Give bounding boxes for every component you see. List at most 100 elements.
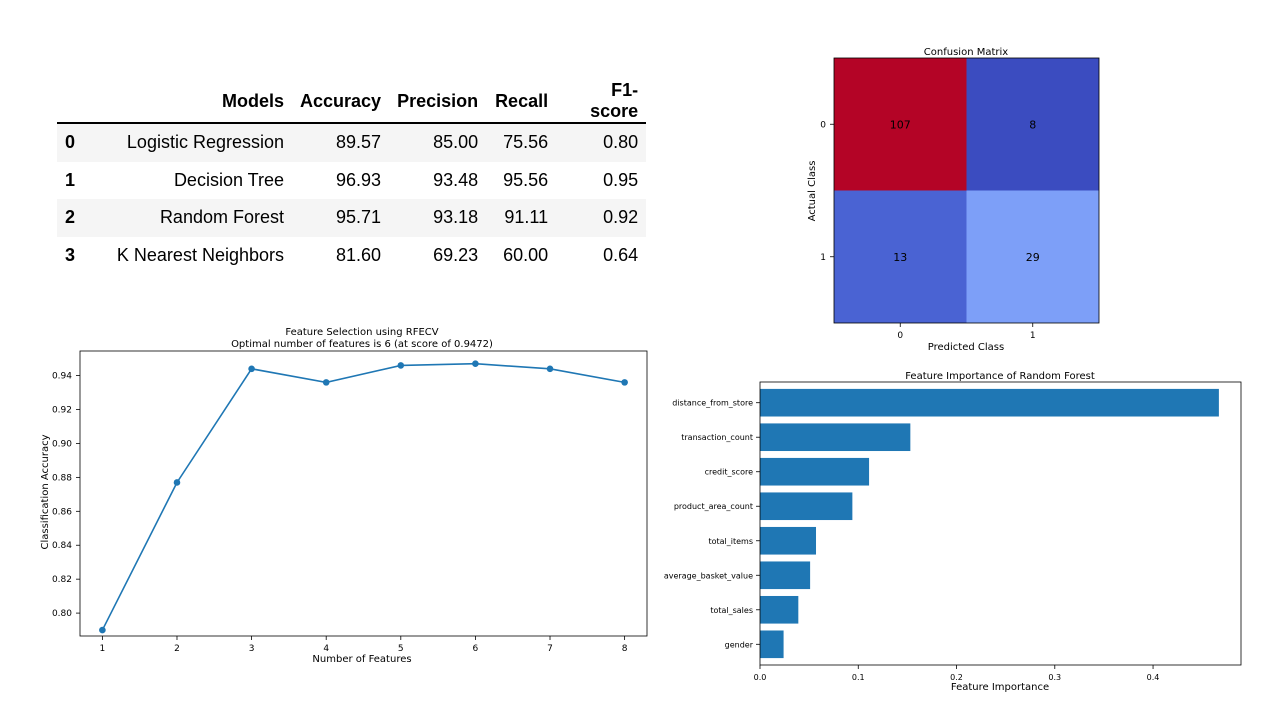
cell-recall: 75.56 — [503, 132, 549, 153]
confusion-matrix-x-tick-label: 1 — [1030, 331, 1036, 341]
feature-importance-bar — [760, 457, 870, 486]
confusion-matrix-title: Confusion Matrix — [924, 47, 1008, 58]
cell-recall: 95.56 — [503, 169, 549, 190]
cell-precision: 69.23 — [433, 244, 479, 265]
row-index: 2 — [65, 207, 76, 228]
cell-precision: 93.18 — [433, 207, 479, 228]
table-row: 3 K Nearest Neighbors 81.60 69.23 60.00 … — [57, 237, 646, 275]
rfecv-data-point — [472, 360, 479, 368]
cell-model: Logistic Regression — [126, 132, 284, 153]
confusion-matrix-cell — [966, 58, 1099, 191]
model-results-table: Models Accuracy Precision Recall F1-scor… — [57, 80, 647, 275]
feature-importance-title: Feature Importance of Random Forest — [905, 371, 1095, 382]
cell-recall: 91.11 — [504, 207, 549, 228]
rfecv-series-line — [101, 362, 625, 631]
cell-f1: 0.80 — [603, 132, 639, 153]
feature-importance-category-label: total_items — [708, 537, 753, 546]
column-header: F1-score — [590, 80, 639, 121]
cell-accuracy: 89.57 — [336, 132, 382, 153]
confusion-matrix-cell-label: 29 — [1026, 251, 1040, 264]
feature-importance-category-label: distance_from_store — [672, 399, 753, 408]
feature-importance-category-label: gender — [725, 640, 754, 649]
rfecv-data-point — [322, 379, 330, 386]
feature-importance-category-label: transaction_count — [681, 433, 753, 442]
feature-importance-x-tick-label: 0.2 — [950, 673, 963, 682]
confusion-matrix-cell — [834, 190, 967, 323]
cell-accuracy: 96.93 — [336, 169, 382, 190]
feature-importance-x-tick-label: 0.0 — [754, 673, 767, 682]
column-header: Precision — [397, 90, 479, 111]
cell-f1: 0.92 — [603, 207, 639, 228]
feature-importance-bar — [760, 388, 1219, 417]
feature-importance-category-label: total_sales — [710, 606, 753, 615]
rfecv-y-tick-label: 0.82 — [52, 575, 72, 585]
cell-accuracy: 81.60 — [336, 244, 382, 265]
rfecv-x-tick-label: 4 — [323, 644, 329, 654]
feature-importance-bar — [760, 630, 784, 659]
feature-importance-bar — [760, 526, 817, 555]
rfecv-chart-subtitle: Optimal number of features is 6 (at scor… — [231, 339, 493, 350]
confusion-matrix-cell-label: 107 — [890, 118, 911, 131]
cell-f1: 0.64 — [603, 244, 639, 265]
rfecv-y-tick-label: 0.92 — [52, 406, 72, 416]
rfecv-x-tick-label: 2 — [174, 644, 180, 654]
confusion-matrix-chart: Confusion Matrix Predicted Class Actual … — [807, 47, 1100, 353]
table-row: 0 Logistic Regression 89.57 85.00 75.56 … — [57, 123, 647, 162]
confusion-matrix-x-axis-label: Predicted Class — [928, 342, 1004, 353]
table-header-row: Models Accuracy Precision Recall F1-scor… — [57, 80, 647, 123]
feature-importance-category-label: credit_score — [705, 468, 753, 477]
cell-model: Random Forest — [159, 207, 284, 228]
row-index: 3 — [65, 244, 76, 265]
feature-importance-bar-chart: Feature Importance of Random Forest Feat… — [664, 371, 1242, 693]
confusion-matrix-cell-label: 8 — [1029, 118, 1036, 131]
feature-importance-x-tick-label: 0.3 — [1048, 673, 1061, 682]
rfecv-chart-title: Feature Selection using RFECV — [285, 327, 438, 338]
cell-model: K Nearest Neighbors — [116, 244, 284, 265]
rfecv-x-tick-label: 1 — [100, 644, 106, 654]
rfecv-y-tick-label: 0.84 — [52, 541, 72, 551]
confusion-matrix-cell — [966, 190, 1099, 323]
feature-importance-x-tick-label: 0.4 — [1147, 673, 1160, 682]
feature-importance-bar — [760, 595, 799, 624]
cell-precision: 93.48 — [433, 169, 479, 190]
rfecv-x-tick-label: 3 — [249, 644, 255, 654]
rfecv-y-tick-label: 0.86 — [52, 507, 72, 517]
rfecv-y-tick-label: 0.94 — [52, 372, 72, 382]
rfecv-x-tick-label: 5 — [398, 644, 404, 654]
cell-model: Decision Tree — [173, 169, 284, 190]
rfecv-x-tick-label: 8 — [622, 644, 628, 654]
feature-importance-category-label: product_area_count — [674, 502, 753, 511]
cell-precision: 85.00 — [433, 132, 479, 153]
column-header: Models — [221, 90, 284, 111]
feature-importance-bar — [760, 423, 911, 452]
feature-importance-x-tick-label: 0.1 — [852, 673, 865, 682]
confusion-matrix-frame — [833, 57, 1100, 324]
column-header: Recall — [495, 90, 549, 111]
confusion-matrix-y-axis-label: Actual Class — [807, 161, 818, 222]
confusion-matrix-cell-label: 13 — [893, 251, 907, 264]
confusion-matrix-y-tick-label: 1 — [820, 253, 826, 263]
confusion-matrix-y-tick-label: 0 — [820, 120, 826, 130]
cell-accuracy: 95.71 — [336, 207, 382, 228]
cell-recall: 60.00 — [503, 244, 549, 265]
feature-importance-category-label: average_basket_value — [664, 571, 753, 580]
rfecv-y-tick-label: 0.88 — [52, 473, 72, 483]
rfecv-line-chart: Feature Selection using RFECV Optimal nu… — [40, 327, 648, 665]
rfecv-data-point — [546, 365, 554, 373]
confusion-matrix-x-tick-label: 0 — [897, 331, 903, 341]
rfecv-x-axis-label: Number of Features — [312, 654, 411, 665]
column-header: Accuracy — [300, 90, 382, 111]
rfecv-data-point — [397, 362, 405, 369]
row-index: 0 — [65, 132, 76, 153]
feature-importance-bar — [760, 561, 811, 590]
rfecv-x-tick-label: 7 — [547, 644, 553, 654]
feature-importance-plot-frame — [759, 381, 1242, 666]
confusion-matrix-cell — [834, 58, 967, 191]
table-row: 2 Random Forest 95.71 93.18 91.11 0.92 — [57, 199, 647, 237]
rfecv-y-tick-label: 0.90 — [52, 439, 72, 449]
rfecv-data-point — [621, 379, 628, 386]
rfecv-plot-frame — [79, 350, 648, 637]
rfecv-y-tick-label: 0.80 — [52, 609, 72, 619]
rfecv-data-point — [173, 479, 181, 486]
